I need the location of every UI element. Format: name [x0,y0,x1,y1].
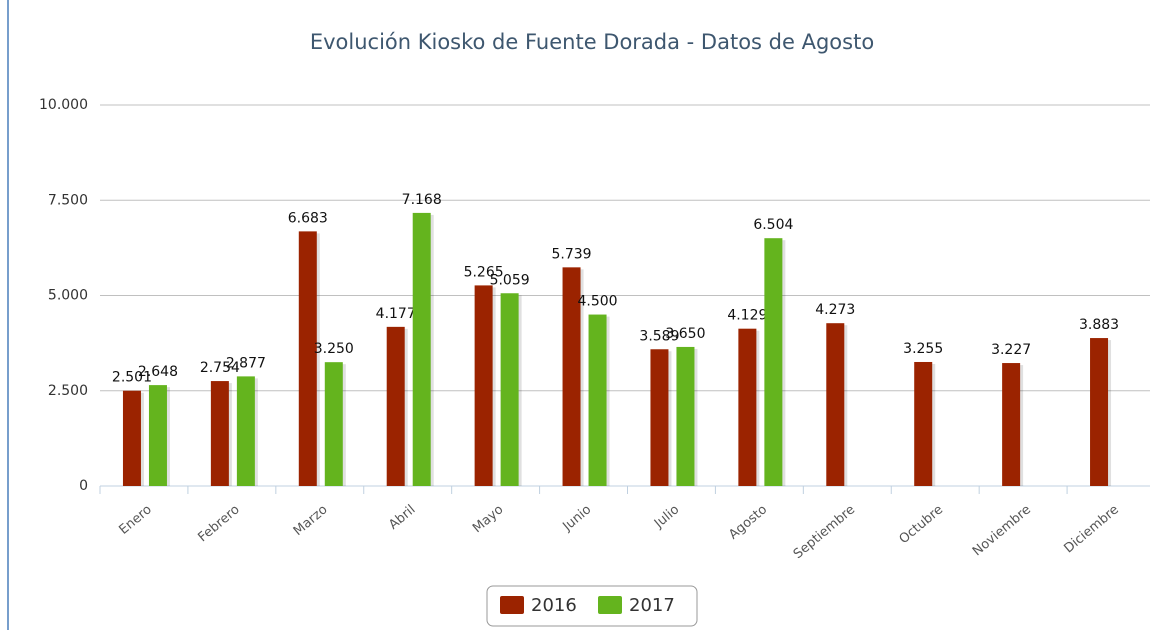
legend-swatch [598,596,622,614]
legend-swatch [500,596,524,614]
x-tick-label: Junio [560,502,595,535]
x-tick-label: Agosto [726,502,770,542]
bar [474,285,493,486]
value-label: 4.177 [376,306,416,322]
legend-label: 2017 [629,595,675,616]
bar [562,267,581,486]
value-label: 3.250 [314,341,354,357]
value-label: 4.500 [577,294,617,310]
bar [412,212,431,486]
value-label: 3.883 [1079,317,1119,333]
x-tick-label: Enero [116,502,154,538]
value-label: 3.227 [991,342,1031,358]
bar [298,231,317,486]
x-tick-label: Abril [386,502,418,533]
bar [826,323,845,486]
y-tick-label: 10.000 [39,97,88,113]
bar [738,328,757,486]
frame [7,0,9,630]
bar [650,349,669,486]
y-tick-label: 7.500 [48,192,88,208]
y-tick-label: 2.500 [48,383,88,399]
value-label: 3.650 [665,326,705,342]
bar [386,326,405,486]
bar [588,314,607,486]
legend-label: 2016 [531,595,577,616]
value-label: 4.129 [727,308,767,324]
chart-title: Evolución Kiosko de Fuente Dorada - Dato… [310,30,874,54]
value-label: 6.504 [753,217,793,233]
x-tick-label: Octubre [897,502,947,547]
bar [676,346,695,486]
x-tick-label: Julio [651,502,682,532]
bar [324,362,343,486]
bar [148,385,167,486]
y-tick-label: 0 [79,478,88,494]
value-label: 2.501 [112,370,152,386]
x-tick-label: Septiembre [791,502,858,562]
bar [914,361,933,486]
value-label: 2.754 [200,360,240,376]
value-label: 5.059 [490,272,530,288]
bar [1090,338,1109,486]
bar [122,390,141,486]
x-tick-label: Febrero [195,502,242,545]
bar [764,238,783,486]
bar [1002,363,1021,486]
x-tick-label: Marzo [291,502,331,539]
value-label: 3.589 [639,328,679,344]
x-tick-label: Noviembre [970,502,1034,559]
value-label: 2.648 [138,364,178,380]
value-label: 2.877 [226,355,266,371]
x-tick-label: Diciembre [1061,502,1121,556]
x-tick-label: Mayo [470,502,506,536]
bar [500,293,519,486]
value-label: 3.255 [903,341,943,357]
bar [236,376,255,486]
y-tick-label: 5.000 [48,288,88,304]
value-label: 5.265 [464,264,504,280]
value-label: 7.168 [402,192,442,208]
legend-box [486,585,698,627]
value-label: 5.739 [551,246,591,262]
value-label: 4.273 [815,302,855,318]
bar [210,381,229,486]
value-label: 6.683 [288,210,328,226]
